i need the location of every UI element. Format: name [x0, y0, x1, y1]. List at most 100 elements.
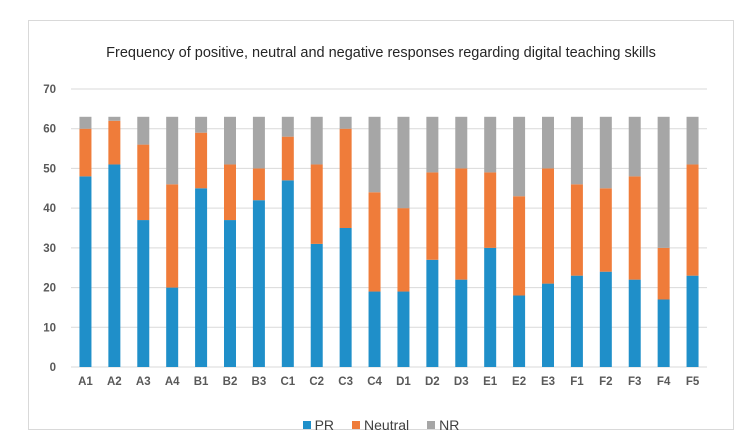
bar-a2-nr — [108, 116, 121, 121]
y-tick-label: 70 — [43, 84, 56, 96]
legend-swatch — [302, 421, 311, 429]
bar-f5-pr — [686, 275, 699, 367]
bar-f5-nr — [686, 116, 699, 165]
bar-f3-nr — [628, 116, 641, 177]
y-tick-label: 20 — [43, 283, 56, 295]
bar-a3-pr — [137, 220, 150, 367]
x-tick-label: F1 — [570, 376, 584, 388]
x-tick-label: E3 — [541, 376, 555, 388]
bar-b2-pr — [224, 220, 236, 367]
bar-f4-pr — [657, 299, 670, 367]
bar-c2-nr — [310, 116, 323, 165]
x-tick-label: A2 — [107, 376, 122, 388]
bar-a4-neutral — [166, 184, 179, 288]
bar-c3-pr — [339, 228, 352, 367]
bar-f1-neutral — [570, 184, 583, 276]
bar-f3-pr — [628, 279, 641, 367]
y-tick-label: 60 — [43, 124, 56, 136]
bar-f2-neutral — [599, 188, 612, 272]
bar-b1-nr — [195, 116, 208, 133]
bar-a2-neutral — [108, 120, 121, 165]
bar-c4-nr — [368, 116, 381, 193]
x-tick-label: C1 — [280, 376, 295, 388]
bar-f3-neutral — [628, 176, 641, 280]
bar-b1-pr — [195, 188, 208, 367]
legend-label: Neutral — [364, 417, 410, 433]
bar-a2-pr — [108, 164, 121, 367]
x-tick-label: E2 — [512, 376, 526, 388]
bar-a4-pr — [166, 287, 179, 367]
legend-label: NR — [439, 417, 460, 433]
x-tick-label: A1 — [78, 376, 93, 388]
bar-a1-pr — [79, 176, 92, 367]
bar-c1-nr — [281, 116, 294, 137]
bar-a3-nr — [137, 116, 150, 145]
x-tick-label: B3 — [252, 376, 267, 388]
bar-d1-nr — [397, 116, 410, 209]
x-tick-label: A3 — [136, 376, 151, 388]
bar-f2-pr — [599, 271, 612, 367]
bar-d3-neutral — [455, 168, 468, 280]
bar-c3-neutral — [339, 128, 352, 228]
bar-a4-nr — [166, 116, 179, 185]
y-tick-label: 40 — [43, 203, 56, 215]
y-tick-label: 0 — [50, 362, 56, 374]
bar-b1-neutral — [195, 132, 208, 189]
legend-item-neutral: Neutral — [352, 417, 409, 433]
bar-c1-pr — [281, 180, 294, 367]
x-tick-label: D2 — [425, 376, 440, 388]
x-tick-label: D3 — [454, 376, 469, 388]
bar-c4-pr — [368, 291, 381, 367]
bar-e1-nr — [484, 116, 497, 173]
x-tick-label: F4 — [657, 376, 671, 388]
bar-d1-pr — [397, 291, 410, 367]
bar-e1-pr — [484, 247, 497, 367]
bar-e2-nr — [513, 116, 526, 197]
legend-label: PR — [314, 417, 335, 433]
bar-d2-neutral — [426, 172, 439, 260]
y-tick-label: 10 — [43, 322, 56, 334]
bar-b3-pr — [252, 200, 265, 367]
x-tick-label: F3 — [628, 376, 641, 388]
bar-b2-nr — [224, 116, 236, 165]
x-tick-label: F2 — [599, 376, 612, 388]
bar-a1-nr — [79, 116, 92, 129]
bar-b3-neutral — [252, 168, 265, 201]
bar-e1-neutral — [484, 172, 497, 248]
bar-d1-neutral — [397, 208, 410, 292]
chart-plot-area: 0 10 20 30 40 50 60 70 A1 A2 A3 A4 B1 B2 B3 C1 C2 C3 C4 D1 D… — [43, 84, 707, 388]
bar-e3-pr — [542, 283, 554, 367]
bar-a1-neutral — [79, 128, 92, 177]
bar-e2-neutral — [513, 196, 526, 296]
bar-c3-nr — [339, 116, 352, 129]
legend-swatch — [427, 421, 436, 429]
bar-c2-pr — [310, 243, 323, 367]
x-tick-label: C3 — [338, 376, 353, 388]
bar-c1-neutral — [281, 136, 294, 181]
bar-e2-pr — [513, 295, 526, 367]
bar-f5-neutral — [686, 164, 699, 276]
bar-b2-neutral — [224, 164, 236, 221]
x-tick-label: C4 — [367, 376, 382, 388]
x-tick-label: A4 — [165, 376, 180, 388]
x-tick-label: C2 — [309, 376, 324, 388]
bar-b3-nr — [252, 116, 265, 169]
bar-c2-neutral — [310, 164, 323, 244]
x-tick-label: D1 — [396, 376, 411, 388]
bar-d2-nr — [426, 116, 439, 173]
x-tick-label: B1 — [194, 376, 209, 388]
y-tick-label: 30 — [43, 243, 56, 255]
bar-f1-nr — [570, 116, 583, 185]
x-tick-label: F5 — [686, 376, 700, 388]
legend-item-pr: PR — [302, 417, 335, 433]
chart-title: Frequency of positive, neutral and negat… — [106, 45, 656, 61]
x-tick-label: B2 — [223, 376, 238, 388]
bar-e3-nr — [542, 116, 554, 169]
bar-c4-neutral — [368, 192, 381, 292]
bar-f4-neutral — [657, 247, 670, 300]
bar-d2-pr — [426, 259, 439, 367]
y-tick-label: 50 — [43, 163, 56, 175]
bar-a3-neutral — [137, 144, 150, 221]
bar-f1-pr — [570, 275, 583, 367]
x-tick-label: E1 — [483, 376, 498, 388]
